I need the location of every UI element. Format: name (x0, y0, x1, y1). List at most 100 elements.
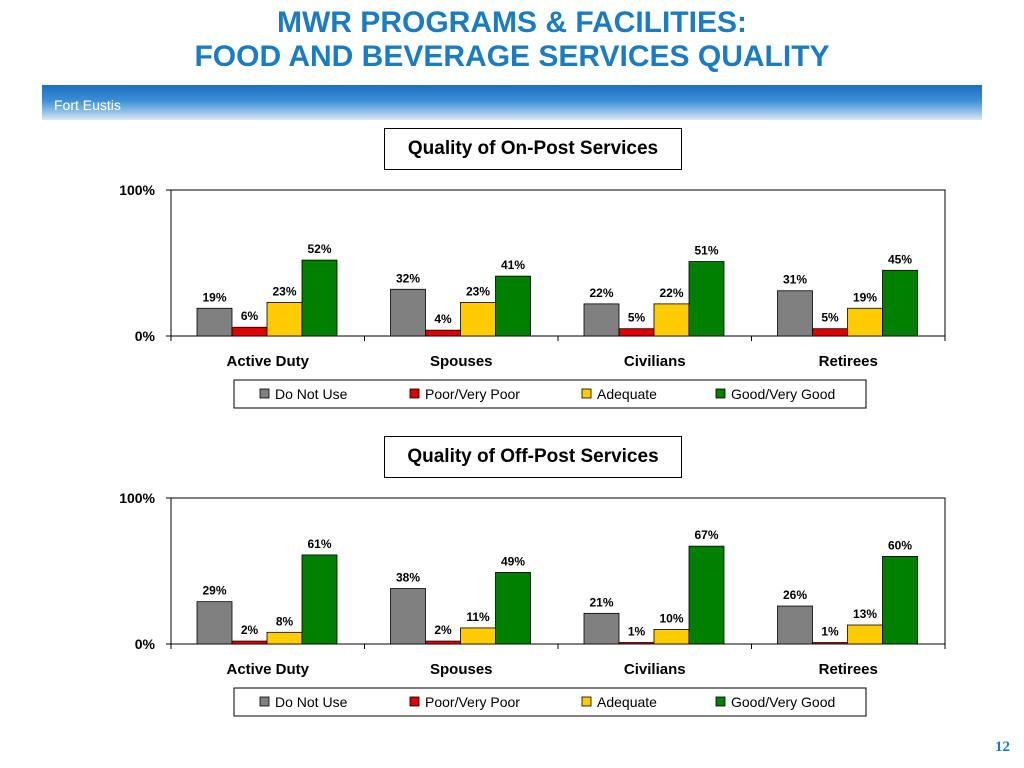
bar-poor (812, 642, 848, 645)
on-post-chart: 0% 100% 19% 6% 23% 52% Active Duty 32% 4% 23% 41% S… (119, 182, 946, 409)
bar-adequate (460, 627, 496, 645)
bar-good (688, 261, 725, 337)
bar-do-not-use (777, 290, 813, 337)
bar-good (495, 275, 531, 337)
title-line-2: FOOD AND BEVERAGE SERVICES QUALITY (194, 40, 830, 73)
page-number: 12 (995, 739, 1010, 755)
legend-swatch-poor (409, 696, 420, 707)
bar-poor (425, 329, 461, 337)
bar-good (882, 556, 918, 645)
legend-label-do-not-use: Do Not Use (275, 386, 348, 402)
bar-adequate (460, 302, 496, 337)
data-label: 51% (694, 244, 718, 258)
legend-swatch-good (715, 696, 726, 707)
category-label: Spouses (430, 661, 493, 678)
legend-swatch-good (715, 388, 726, 399)
off-post-chart: 0% 100% 29% 2% 8% 61% Active Duty 38% 2% 11% 49% Sp… (119, 490, 946, 717)
data-label: 38% (396, 571, 420, 585)
location-label: Fort Eustis (54, 97, 121, 113)
legend-swatch-adequate (581, 388, 592, 399)
category-label: Spouses (430, 353, 493, 370)
data-label: 31% (783, 273, 807, 287)
category-label: Retirees (819, 661, 878, 678)
legend (233, 687, 867, 717)
legend-swatch-adequate (581, 696, 592, 707)
category-label: Civilians (624, 661, 686, 678)
data-label: 61% (307, 537, 331, 551)
bar-good (882, 269, 918, 337)
category-label: Active Duty (226, 661, 309, 678)
legend-label-poor: Poor/Very Poor (425, 386, 520, 402)
bar-good (301, 259, 338, 337)
data-label: 60% (888, 538, 912, 552)
bar-good (688, 545, 725, 645)
data-label: 29% (202, 584, 226, 598)
legend (233, 379, 867, 409)
data-label: 1% (821, 625, 839, 639)
data-label: 10% (659, 611, 683, 625)
data-label: 13% (853, 607, 877, 621)
bar-do-not-use (583, 303, 620, 337)
chart-title-off-post: Quality of Off-Post Services (384, 436, 682, 478)
data-label: 22% (589, 286, 613, 300)
data-label: 5% (628, 311, 646, 325)
legend-label-adequate: Adequate (597, 386, 657, 402)
data-label: 2% (434, 623, 452, 637)
bar-do-not-use (390, 588, 426, 645)
y-tick-label: 0% (135, 328, 156, 344)
bar-adequate (266, 302, 303, 337)
data-label: 45% (888, 252, 912, 266)
data-label: 19% (202, 290, 226, 304)
data-label: 11% (466, 610, 490, 624)
category-label: Civilians (624, 353, 686, 370)
chart-title-on-post: Quality of On-Post Services (384, 128, 682, 170)
category-label: Retirees (819, 353, 878, 370)
bar-do-not-use (390, 288, 426, 337)
bar-poor (231, 326, 268, 337)
data-label: 23% (272, 284, 296, 298)
legend-label-good: Good/Very Good (731, 386, 835, 402)
data-label: 26% (783, 588, 807, 602)
y-tick-label: 0% (135, 636, 156, 652)
data-label: 4% (434, 312, 452, 326)
data-label: 8% (276, 614, 294, 628)
data-label: 21% (589, 595, 613, 609)
bar-adequate (653, 303, 690, 337)
plot-area (170, 497, 946, 645)
bar-adequate (653, 628, 690, 645)
data-label: 22% (659, 286, 683, 300)
page-title: MWR PROGRAMS & FACILITIES: FOOD AND BEVE… (0, 6, 1024, 74)
bar-adequate (266, 631, 303, 645)
y-tick-label: 100% (119, 490, 155, 506)
data-label: 52% (307, 242, 331, 256)
bar-good (301, 554, 338, 645)
legend-label-good: Good/Very Good (731, 694, 835, 710)
category-label: Active Duty (226, 353, 309, 370)
data-label: 19% (853, 290, 877, 304)
legend-swatch-do-not-use (259, 696, 270, 707)
legend-label-do-not-use: Do Not Use (275, 694, 348, 710)
bar-poor (231, 640, 268, 645)
bar-poor (812, 328, 848, 337)
bar-do-not-use (777, 605, 813, 645)
data-label: 67% (694, 528, 718, 542)
data-label: 41% (501, 258, 525, 272)
bar-poor (618, 328, 655, 337)
bar-do-not-use (196, 601, 233, 645)
data-label: 2% (241, 623, 259, 637)
legend-label-poor: Poor/Very Poor (425, 694, 520, 710)
bar-adequate (847, 307, 883, 337)
bar-poor (618, 642, 655, 645)
data-label: 5% (821, 311, 839, 325)
legend-label-adequate: Adequate (597, 694, 657, 710)
y-tick-label: 100% (119, 182, 155, 198)
bar-do-not-use (196, 307, 233, 337)
data-label: 1% (628, 625, 646, 639)
legend-swatch-do-not-use (259, 388, 270, 399)
data-label: 23% (466, 284, 490, 298)
bar-poor (425, 640, 461, 645)
legend-swatch-poor (409, 388, 420, 399)
bar-adequate (847, 624, 883, 645)
bar-good (495, 572, 531, 645)
header-band: Fort Eustis (42, 85, 982, 120)
